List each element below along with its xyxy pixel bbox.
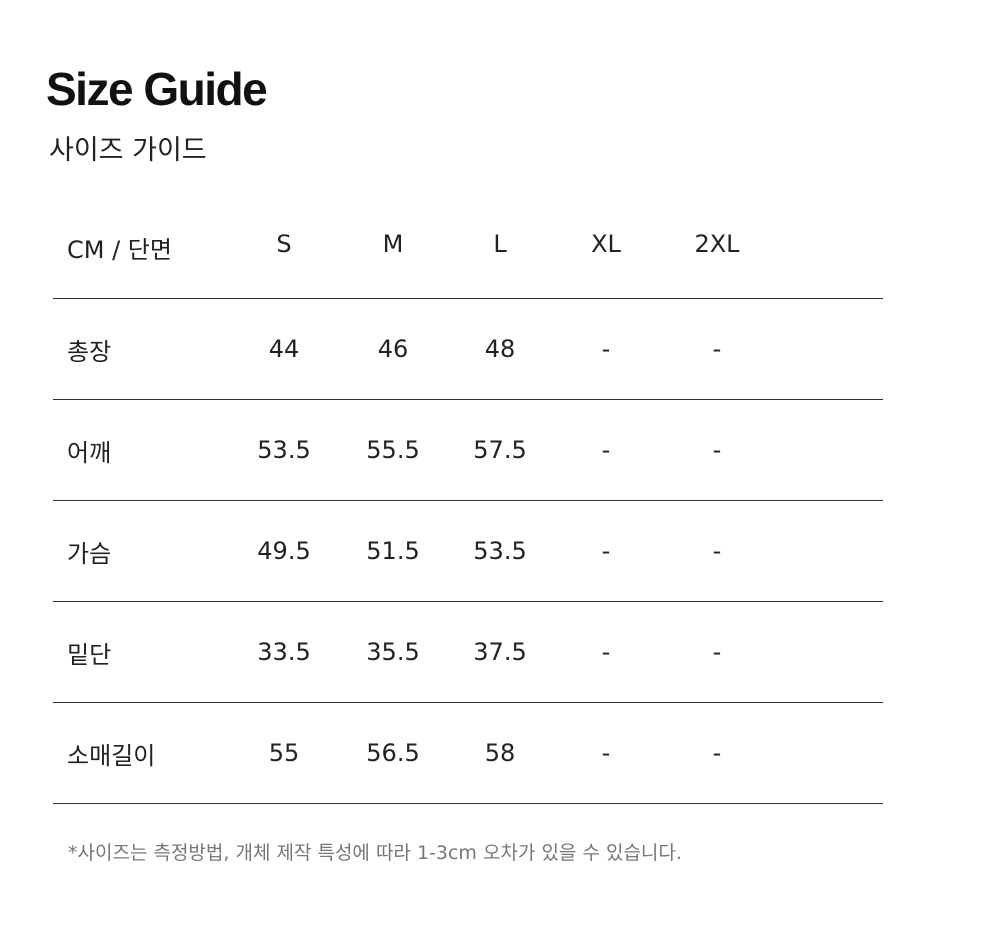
size-value: 51.5 xyxy=(366,537,420,565)
size-value: 55 xyxy=(268,739,300,767)
page-title: Size Guide xyxy=(46,63,268,115)
size-value: - xyxy=(712,335,722,363)
table-header-row: CM / 단면 S M L XL 2XL xyxy=(53,200,883,299)
size-value: - xyxy=(712,436,722,464)
size-value: 57.5 xyxy=(473,436,527,464)
size-value: 44 xyxy=(268,335,300,363)
size-value: 35.5 xyxy=(366,638,420,666)
size-value: 58 xyxy=(484,739,516,767)
size-value: - xyxy=(712,739,722,767)
size-value: - xyxy=(712,537,722,565)
size-value: 46 xyxy=(377,335,409,363)
size-value: 33.5 xyxy=(257,638,311,666)
size-value: 37.5 xyxy=(473,638,527,666)
size-value: 56.5 xyxy=(366,739,420,767)
size-value: - xyxy=(601,638,611,666)
size-table: CM / 단면 S M L XL 2XL 총장 44 46 48 - - 어깨 53.5 55.… xyxy=(53,200,883,804)
size-disclaimer: *사이즈는 측정방법, 개체 제작 특성에 따라 1-3cm 오차가 있을 수 … xyxy=(68,842,682,864)
row-label: 총장 xyxy=(67,337,112,366)
page-subtitle: 사이즈 가이드 xyxy=(49,135,207,166)
size-value: 53.5 xyxy=(473,537,527,565)
table-row: 소매길이 55 56.5 58 - - xyxy=(53,703,883,804)
column-header: XL xyxy=(591,230,621,258)
column-header: S xyxy=(276,230,292,258)
size-value: - xyxy=(601,335,611,363)
size-value: - xyxy=(712,638,722,666)
column-header: L xyxy=(493,230,507,258)
table-row: 밑단 33.5 35.5 37.5 - - xyxy=(53,602,883,703)
column-header: M xyxy=(382,230,404,258)
size-value: - xyxy=(601,436,611,464)
row-label: 밑단 xyxy=(67,640,112,669)
column-header: 2XL xyxy=(694,230,740,258)
header-label: CM / 단면 xyxy=(67,236,172,264)
size-value: 55.5 xyxy=(366,436,420,464)
table-row: 어깨 53.5 55.5 57.5 - - xyxy=(53,400,883,501)
row-label: 어깨 xyxy=(67,438,112,467)
table-row: 총장 44 46 48 - - xyxy=(53,299,883,400)
size-value: 49.5 xyxy=(257,537,311,565)
size-value: 48 xyxy=(484,335,516,363)
row-label: 소매길이 xyxy=(67,741,156,770)
row-label: 가슴 xyxy=(67,539,112,568)
size-value: 53.5 xyxy=(257,436,311,464)
size-value: - xyxy=(601,739,611,767)
table-row: 가슴 49.5 51.5 53.5 - - xyxy=(53,501,883,602)
size-value: - xyxy=(601,537,611,565)
